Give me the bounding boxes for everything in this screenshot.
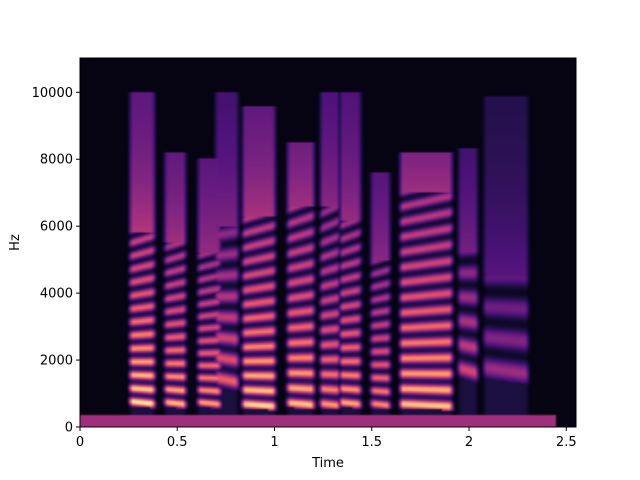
- x-tick-label: 0: [76, 435, 84, 450]
- y-tick-label: 0: [65, 421, 73, 436]
- y-axis-ticks: 0 2000 4000 6000 8000 10000: [32, 86, 80, 436]
- y-tick-label: 8000: [40, 153, 73, 168]
- x-tick-label: 2: [465, 435, 473, 450]
- x-axis-label: Time: [311, 456, 344, 471]
- spectrogram-image: [80, 58, 576, 427]
- x-axis-ticks: 0 0.5 1 1.5 2 2.5: [76, 427, 577, 450]
- x-tick-label: 0.5: [167, 435, 188, 450]
- x-tick-label: 1.5: [361, 435, 382, 450]
- y-tick-label: 4000: [40, 287, 73, 302]
- x-tick-label: 2.5: [556, 435, 577, 450]
- plot-frame: [79, 57, 577, 428]
- y-axis-label: Hz: [8, 234, 23, 251]
- y-tick-label: 10000: [32, 86, 73, 101]
- y-tick-label: 6000: [40, 220, 73, 235]
- y-tick-label: 2000: [40, 354, 73, 369]
- x-tick-label: 1: [270, 435, 278, 450]
